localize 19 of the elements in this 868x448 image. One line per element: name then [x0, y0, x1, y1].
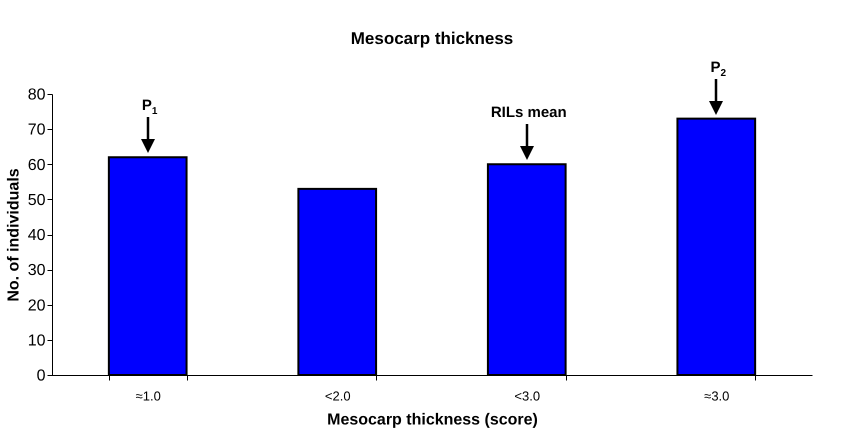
y-tick-label: 30 [28, 262, 46, 280]
x-tick-label: ≈3.0 [704, 388, 730, 404]
y-tick-label: 70 [28, 122, 46, 139]
y-tick-label: 20 [28, 297, 46, 314]
y-axis-title: No. of individuals [6, 168, 23, 302]
y-tick-label: 40 [28, 227, 46, 244]
x-tick-label: <3.0 [514, 388, 540, 404]
x-tick-label: <2.0 [324, 388, 351, 404]
annotation: P$_{2}$ [710, 58, 726, 79]
annotation: P$_{1}$ [142, 97, 158, 118]
chart-title: Mesocarp thickness [350, 29, 514, 48]
y-tick-label: 60 [28, 156, 46, 174]
y-tick-label: 80 [28, 86, 46, 104]
y-tick-label: 50 [28, 192, 46, 209]
x-tick-label: ≈1.0 [136, 388, 161, 404]
annotation: RILs mean [490, 104, 567, 122]
y-tick-label: 0 [36, 368, 46, 384]
y-tick-label: 10 [28, 332, 46, 350]
x-axis-title: Mesocarp thickness (score) [327, 412, 538, 428]
